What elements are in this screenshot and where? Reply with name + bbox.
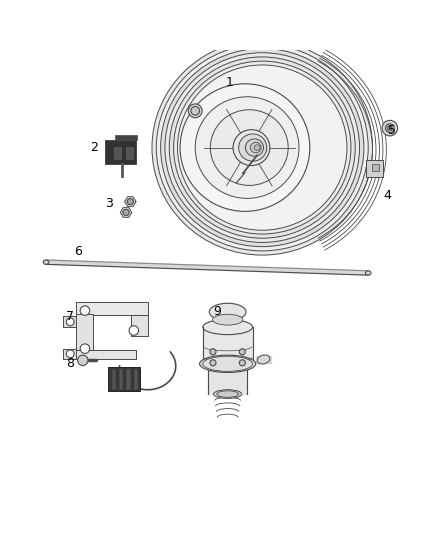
- Circle shape: [239, 349, 245, 355]
- Ellipse shape: [43, 260, 49, 264]
- Text: 9: 9: [213, 305, 221, 318]
- Ellipse shape: [254, 145, 260, 150]
- Circle shape: [210, 360, 216, 366]
- Circle shape: [188, 104, 202, 118]
- Bar: [108, 367, 140, 391]
- Ellipse shape: [161, 49, 364, 247]
- Ellipse shape: [169, 57, 355, 238]
- Circle shape: [127, 199, 134, 205]
- Polygon shape: [46, 260, 368, 275]
- Ellipse shape: [203, 356, 253, 372]
- Text: 4: 4: [384, 189, 392, 201]
- Ellipse shape: [195, 97, 299, 198]
- Bar: [76, 302, 148, 315]
- Ellipse shape: [245, 139, 264, 156]
- Bar: [64, 316, 77, 327]
- Ellipse shape: [214, 390, 242, 398]
- Bar: [366, 160, 383, 176]
- Ellipse shape: [156, 44, 368, 251]
- Circle shape: [123, 209, 129, 215]
- Ellipse shape: [177, 65, 347, 230]
- Ellipse shape: [165, 53, 360, 243]
- Circle shape: [80, 344, 90, 353]
- Circle shape: [388, 126, 392, 130]
- Bar: [76, 350, 136, 359]
- Text: 6: 6: [74, 245, 82, 258]
- Ellipse shape: [180, 84, 310, 212]
- Bar: [131, 315, 148, 336]
- Text: 2: 2: [90, 141, 98, 154]
- Circle shape: [239, 360, 245, 366]
- Ellipse shape: [233, 130, 270, 166]
- Bar: [76, 314, 93, 351]
- Circle shape: [78, 355, 88, 366]
- Circle shape: [66, 350, 74, 358]
- Ellipse shape: [217, 391, 238, 397]
- Bar: [115, 135, 137, 140]
- Polygon shape: [208, 364, 247, 394]
- Text: 3: 3: [105, 197, 113, 211]
- Bar: [125, 146, 134, 160]
- Ellipse shape: [152, 40, 372, 255]
- Circle shape: [191, 107, 200, 115]
- Polygon shape: [125, 197, 136, 206]
- Text: 1: 1: [226, 76, 234, 89]
- Bar: [127, 368, 131, 390]
- Bar: [105, 140, 136, 164]
- Ellipse shape: [173, 61, 351, 234]
- Circle shape: [382, 120, 398, 136]
- Ellipse shape: [210, 110, 288, 185]
- Ellipse shape: [200, 355, 256, 373]
- Polygon shape: [256, 356, 271, 364]
- Circle shape: [129, 326, 138, 335]
- Bar: [113, 146, 122, 160]
- Ellipse shape: [365, 271, 371, 275]
- Text: 7: 7: [66, 310, 74, 322]
- Ellipse shape: [209, 303, 246, 320]
- Bar: [64, 349, 77, 359]
- Ellipse shape: [212, 314, 243, 325]
- Bar: [112, 368, 116, 390]
- Polygon shape: [120, 207, 132, 217]
- Ellipse shape: [239, 134, 267, 161]
- Bar: [372, 164, 379, 172]
- Ellipse shape: [149, 37, 375, 258]
- Circle shape: [210, 349, 216, 355]
- Bar: [119, 368, 124, 390]
- Text: 8: 8: [66, 357, 74, 370]
- Bar: [134, 368, 138, 390]
- Text: 5: 5: [388, 124, 396, 137]
- Circle shape: [385, 124, 394, 132]
- Ellipse shape: [251, 142, 261, 153]
- Ellipse shape: [257, 355, 270, 364]
- Polygon shape: [203, 327, 253, 364]
- Ellipse shape: [203, 356, 253, 372]
- Ellipse shape: [203, 319, 253, 335]
- Circle shape: [66, 318, 74, 326]
- Circle shape: [80, 306, 90, 316]
